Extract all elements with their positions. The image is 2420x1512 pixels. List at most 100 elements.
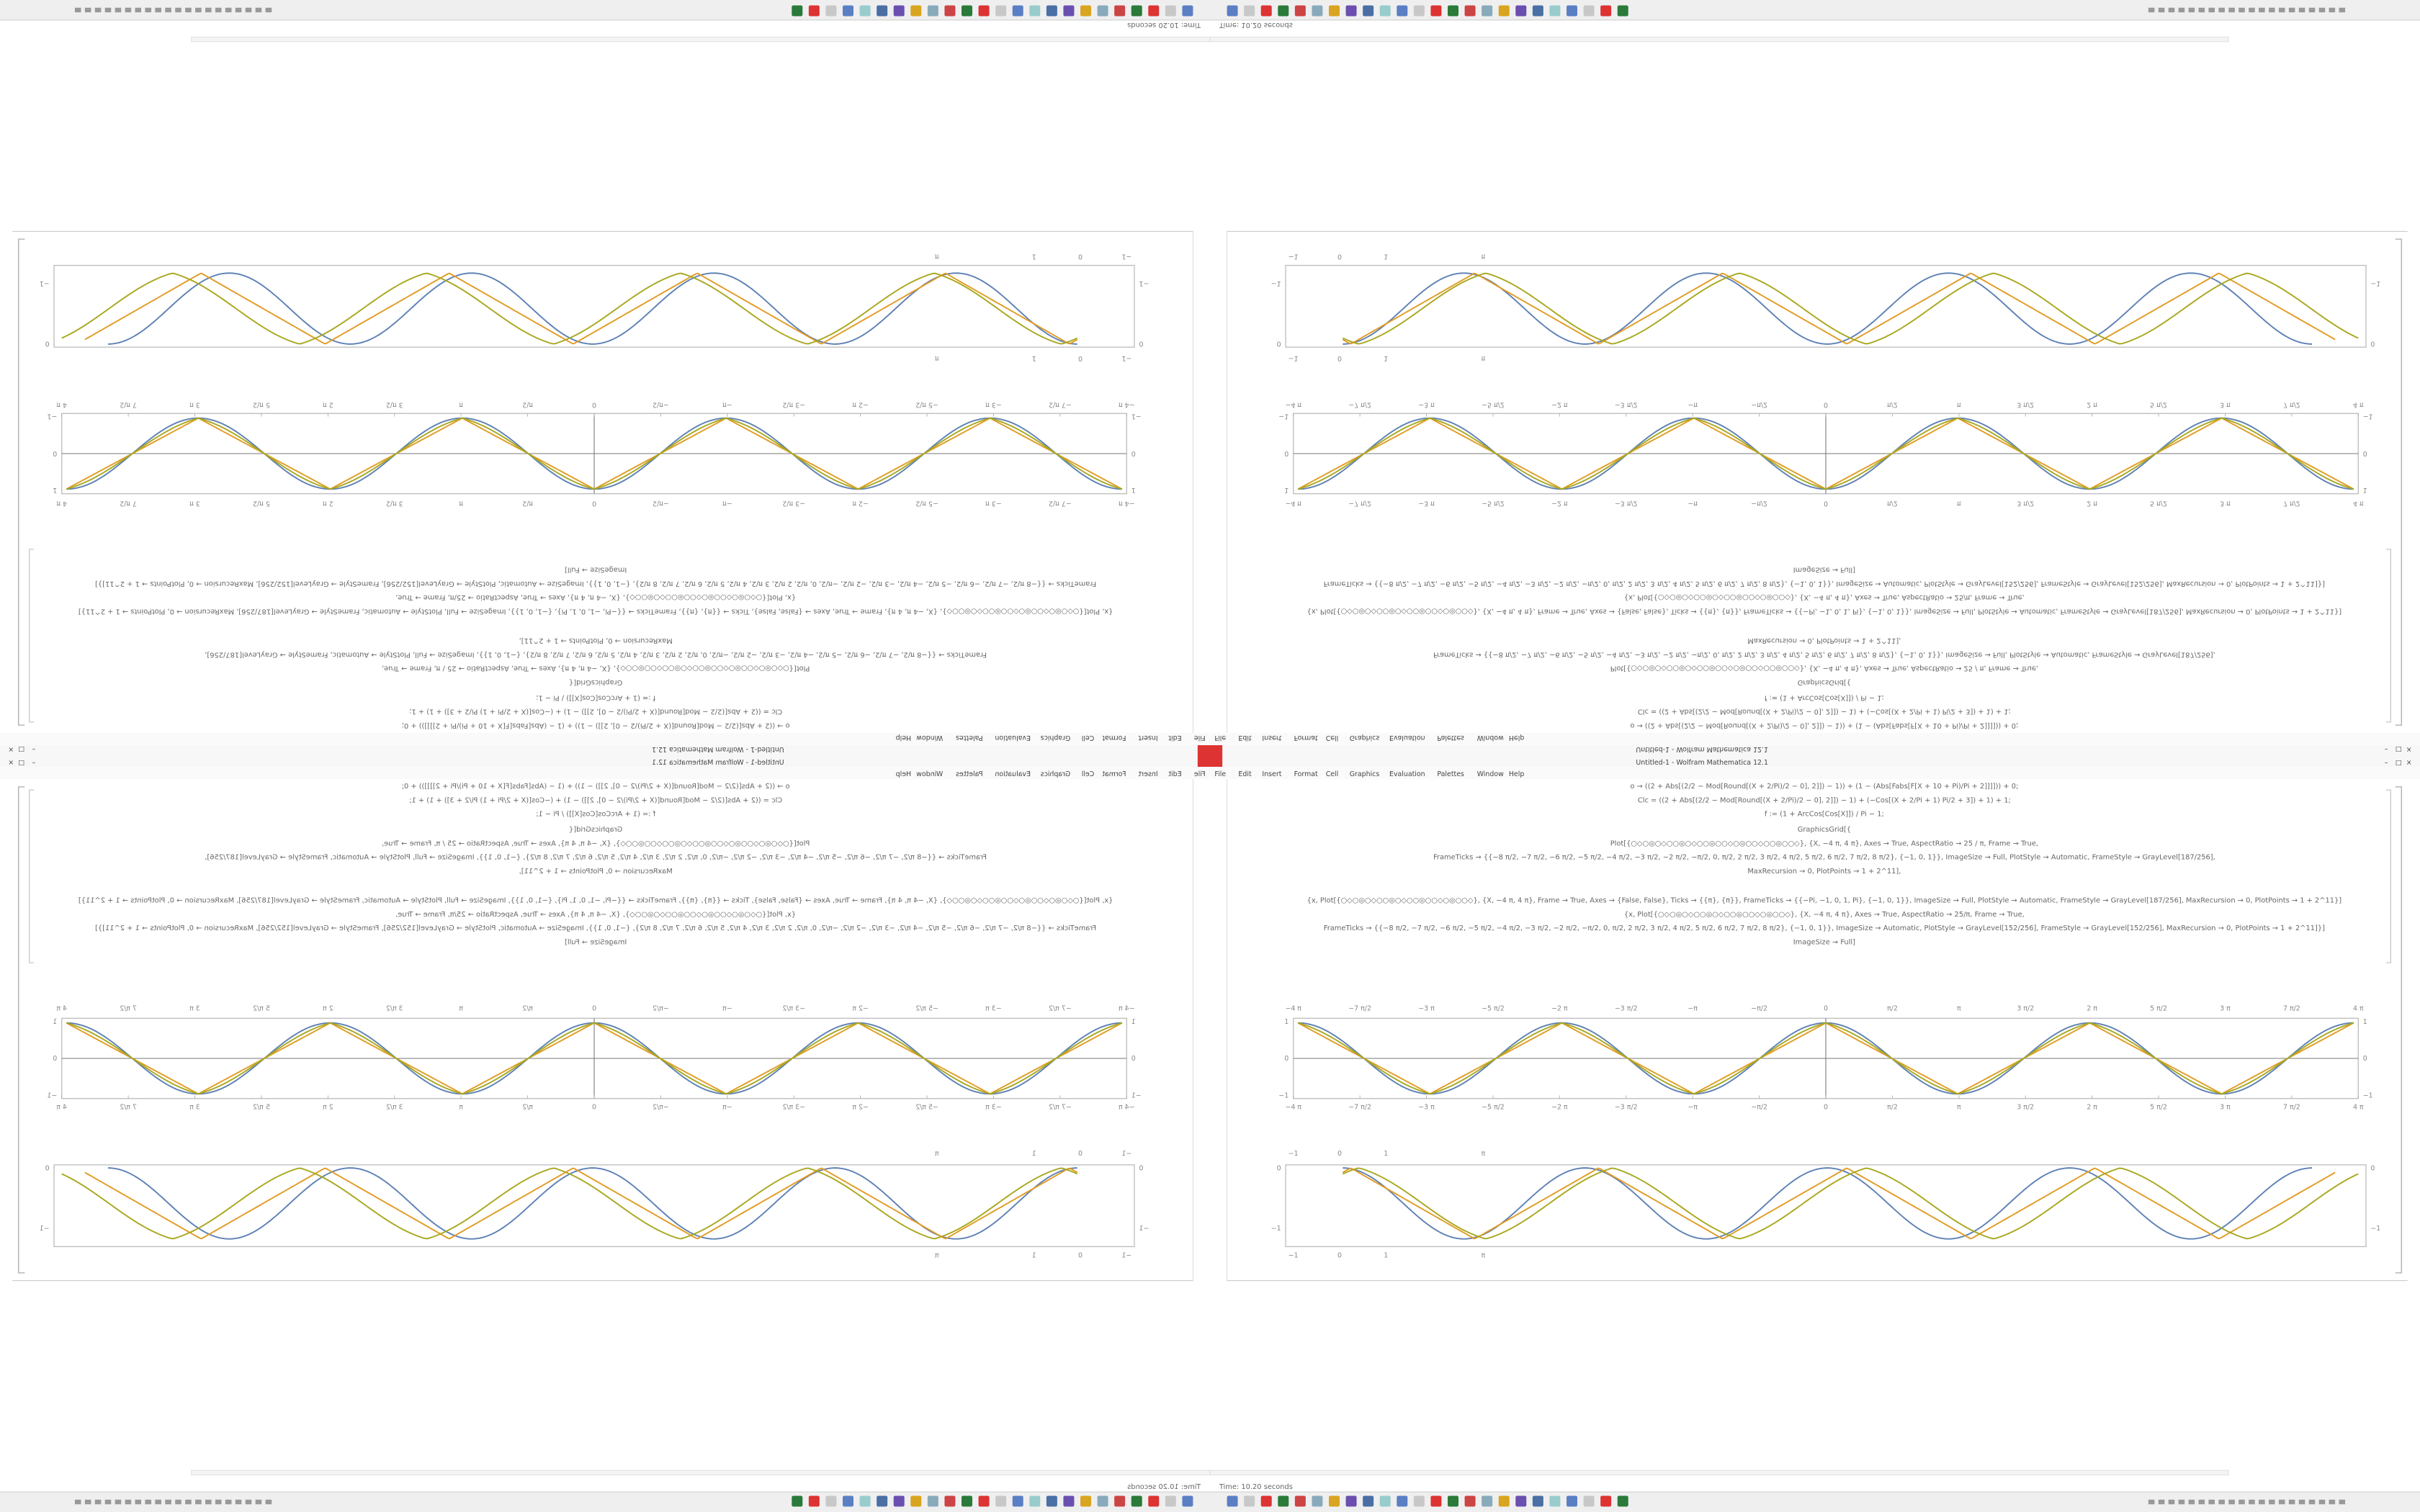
taskbar-icon[interactable]	[1448, 5, 1458, 17]
taskbar-icon[interactable]	[944, 5, 956, 17]
taskbar-icon[interactable]	[1097, 5, 1108, 17]
taskbar-icon[interactable]	[1515, 5, 1527, 17]
taskbar-icon[interactable]	[1227, 1495, 1238, 1507]
taskbar-icon[interactable]	[1397, 5, 1408, 17]
window-control[interactable]: –	[2385, 759, 2388, 767]
menu-item[interactable]: Help	[1509, 770, 1524, 778]
menu-item[interactable]: Palettes	[956, 770, 983, 778]
window-control[interactable]: ×	[2406, 745, 2412, 753]
menu-item[interactable]: Edit	[1238, 734, 1252, 742]
taskbar-icon[interactable]	[1583, 1495, 1595, 1507]
taskbar-icon[interactable]	[927, 1495, 938, 1507]
taskbar-icon[interactable]	[1617, 1495, 1628, 1507]
menu-item[interactable]: Help	[896, 734, 911, 742]
taskbar-icon[interactable]	[792, 1495, 803, 1507]
menu-item[interactable]: Cell	[1082, 734, 1095, 742]
taskbar-icon[interactable]	[1097, 1495, 1108, 1507]
taskbar-icon[interactable]	[1498, 5, 1510, 17]
taskbar-icon[interactable]	[1227, 5, 1238, 17]
window-control[interactable]: –	[32, 759, 35, 767]
taskbar-icon[interactable]	[1549, 5, 1561, 17]
taskbar-icon[interactable]	[1080, 1495, 1091, 1507]
taskbar-icon[interactable]	[1029, 1495, 1041, 1507]
taskbar-icon[interactable]	[1379, 5, 1391, 17]
close-button[interactable]	[1210, 756, 1223, 767]
taskbar-icon[interactable]	[1549, 1495, 1561, 1507]
menu-item[interactable]: Help	[896, 770, 911, 778]
menu-item[interactable]: File	[1214, 734, 1226, 742]
menu-item[interactable]: Palettes	[1437, 734, 1464, 742]
taskbar-icon[interactable]	[1046, 1495, 1057, 1507]
menu-item[interactable]: Palettes	[1437, 770, 1464, 778]
window-control[interactable]: □	[18, 745, 24, 753]
taskbar-icon[interactable]	[1312, 5, 1323, 17]
taskbar-icon[interactable]	[1397, 1495, 1408, 1507]
taskbar-icon[interactable]	[962, 1495, 972, 1507]
menu-item[interactable]: Window	[1477, 770, 1504, 778]
taskbar-icon[interactable]	[1114, 1495, 1126, 1507]
window-control[interactable]: □	[2396, 745, 2402, 753]
taskbar-icon[interactable]	[1244, 5, 1255, 17]
menu-item[interactable]: Window	[916, 734, 943, 742]
taskbar-icon[interactable]	[1080, 5, 1091, 17]
close-button[interactable]	[1210, 745, 1223, 756]
close-button[interactable]	[1197, 756, 1210, 767]
taskbar-icon[interactable]	[910, 1495, 922, 1507]
taskbar-icon[interactable]	[1278, 5, 1289, 17]
window-control[interactable]: ×	[2406, 759, 2412, 767]
taskbar-icon[interactable]	[1600, 1495, 1612, 1507]
taskbar-icon[interactable]	[1329, 1495, 1340, 1507]
taskbar-icon[interactable]	[1498, 1495, 1510, 1507]
menu-item[interactable]: Graphics	[1041, 770, 1071, 778]
taskbar-icon[interactable]	[1363, 1495, 1374, 1507]
taskbar-icon[interactable]	[995, 5, 1007, 17]
window-control[interactable]: ×	[8, 759, 14, 767]
taskbar-icon[interactable]	[1329, 5, 1340, 17]
menu-item[interactable]: Insert	[1262, 770, 1281, 778]
window-control[interactable]: –	[2385, 745, 2388, 753]
menu-item[interactable]: Format	[1102, 770, 1126, 778]
window-control[interactable]: ×	[8, 745, 14, 753]
menu-item[interactable]: Cell	[1326, 770, 1339, 778]
menu-item[interactable]: Evaluation	[1389, 770, 1425, 778]
taskbar-icon[interactable]	[1430, 1495, 1442, 1507]
taskbar-icon[interactable]	[1294, 5, 1306, 17]
taskbar-icon[interactable]	[1148, 1495, 1160, 1507]
taskbar-icon[interactable]	[927, 5, 938, 17]
taskbar-icon[interactable]	[1260, 1495, 1272, 1507]
menu-item[interactable]: Help	[1509, 734, 1524, 742]
taskbar-icon[interactable]	[843, 5, 853, 17]
menu-item[interactable]: Edit	[1238, 770, 1252, 778]
taskbar-icon[interactable]	[1464, 1495, 1476, 1507]
taskbar-icon[interactable]	[859, 5, 871, 17]
taskbar-icon[interactable]	[978, 5, 990, 17]
taskbar-icon[interactable]	[1464, 5, 1476, 17]
menu-item[interactable]: Insert	[1138, 770, 1157, 778]
taskbar-icon[interactable]	[1012, 5, 1023, 17]
menu-item[interactable]: Insert	[1262, 734, 1281, 742]
menu-item[interactable]: Cell	[1082, 770, 1095, 778]
menu-item[interactable]: Graphics	[1041, 734, 1071, 742]
taskbar-icon[interactable]	[1244, 1495, 1255, 1507]
taskbar-icon[interactable]	[1413, 1495, 1425, 1507]
taskbar-icon[interactable]	[1063, 1495, 1075, 1507]
taskbar-icon[interactable]	[808, 1495, 820, 1507]
taskbar-icon[interactable]	[1029, 5, 1041, 17]
close-button[interactable]	[1197, 745, 1210, 756]
menu-item[interactable]: File	[1194, 770, 1206, 778]
menu-item[interactable]: Window	[1477, 734, 1504, 742]
taskbar-icon[interactable]	[1165, 1495, 1176, 1507]
taskbar-icon[interactable]	[792, 5, 803, 17]
taskbar-icon[interactable]	[1063, 5, 1075, 17]
taskbar-icon[interactable]	[1482, 1495, 1493, 1507]
taskbar-icon[interactable]	[978, 1495, 990, 1507]
taskbar-icon[interactable]	[1148, 5, 1160, 17]
window-control[interactable]: □	[2396, 759, 2402, 767]
taskbar-icon[interactable]	[1379, 1495, 1391, 1507]
taskbar-icon[interactable]	[1114, 5, 1126, 17]
taskbar-icon[interactable]	[1413, 5, 1425, 17]
taskbar-icon[interactable]	[877, 5, 888, 17]
taskbar-icon[interactable]	[1532, 5, 1543, 17]
menu-item[interactable]: File	[1214, 770, 1226, 778]
taskbar-icon[interactable]	[1617, 5, 1628, 17]
